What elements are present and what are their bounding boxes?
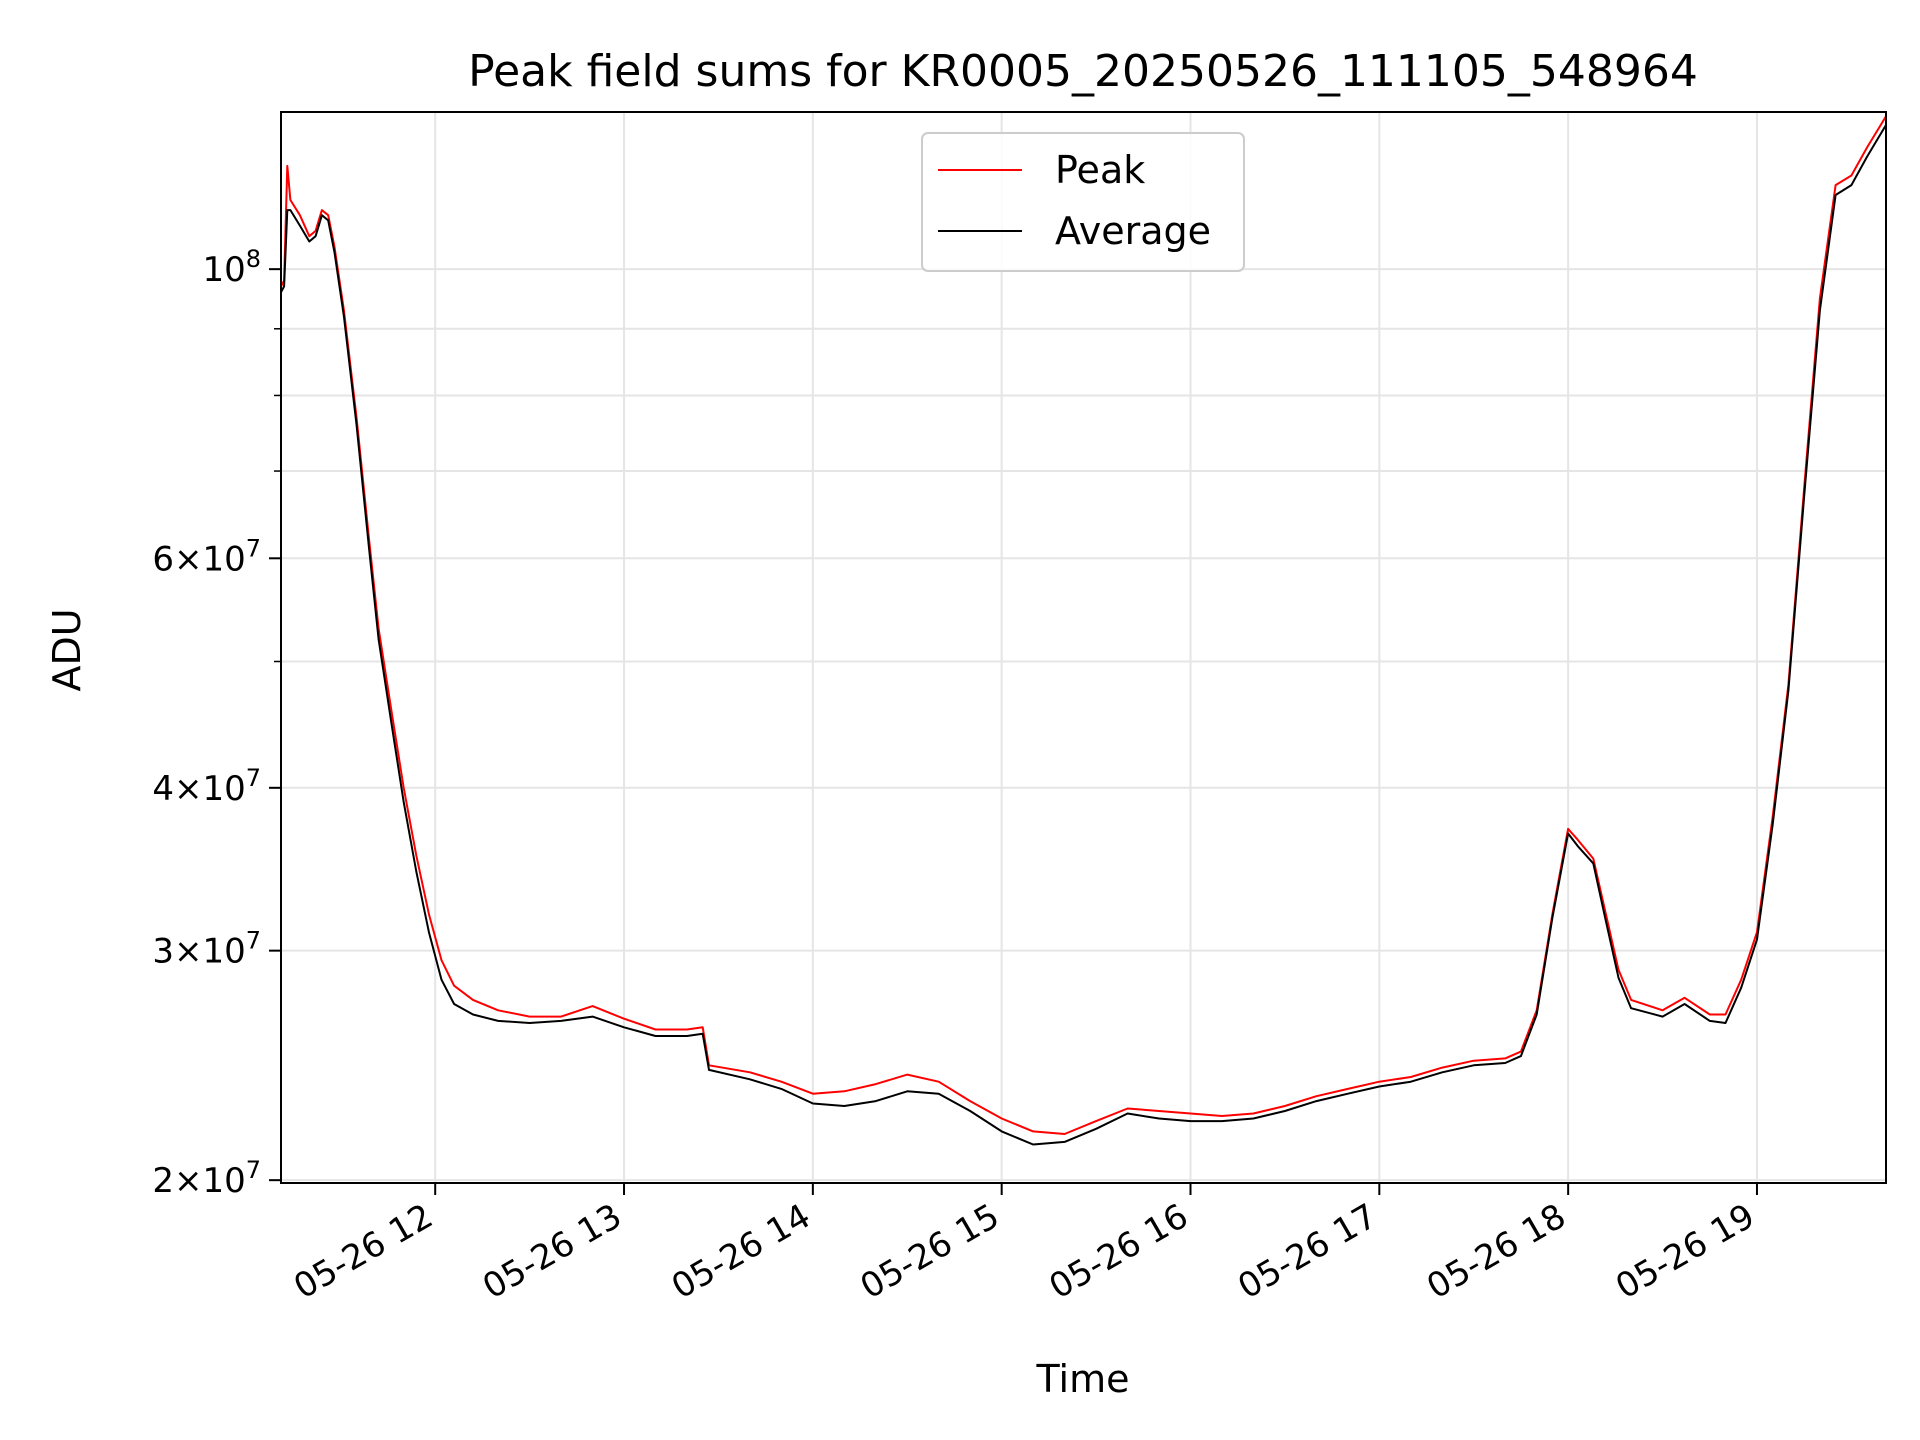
legend-label-peak: Peak [1055, 148, 1145, 192]
y-tick-label: 3×107 [152, 927, 261, 972]
legend-label-average: Average [1055, 209, 1211, 253]
y-axis-label: ADU [45, 608, 89, 691]
plot-frame [280, 111, 1887, 1184]
chart-title: Peak field sums for KR0005_20250526_1111… [468, 46, 1698, 97]
y-tick-label: 108 [202, 245, 261, 290]
legend: Peak Average [921, 132, 1245, 272]
series-line-average [280, 124, 1887, 1146]
plot-lines [280, 115, 1887, 1146]
y-tick-label: 2×107 [152, 1156, 261, 1201]
y-tick-label: 4×107 [152, 764, 261, 809]
y-axis: 2×107 3×107 4×107 6×107 108 [152, 245, 281, 1201]
legend-box [921, 132, 1245, 272]
x-axis-label: Time [1036, 1357, 1130, 1401]
y-tick-label: 6×107 [152, 534, 261, 579]
grid [281, 112, 1886, 1183]
series-line-peak [280, 115, 1887, 1135]
